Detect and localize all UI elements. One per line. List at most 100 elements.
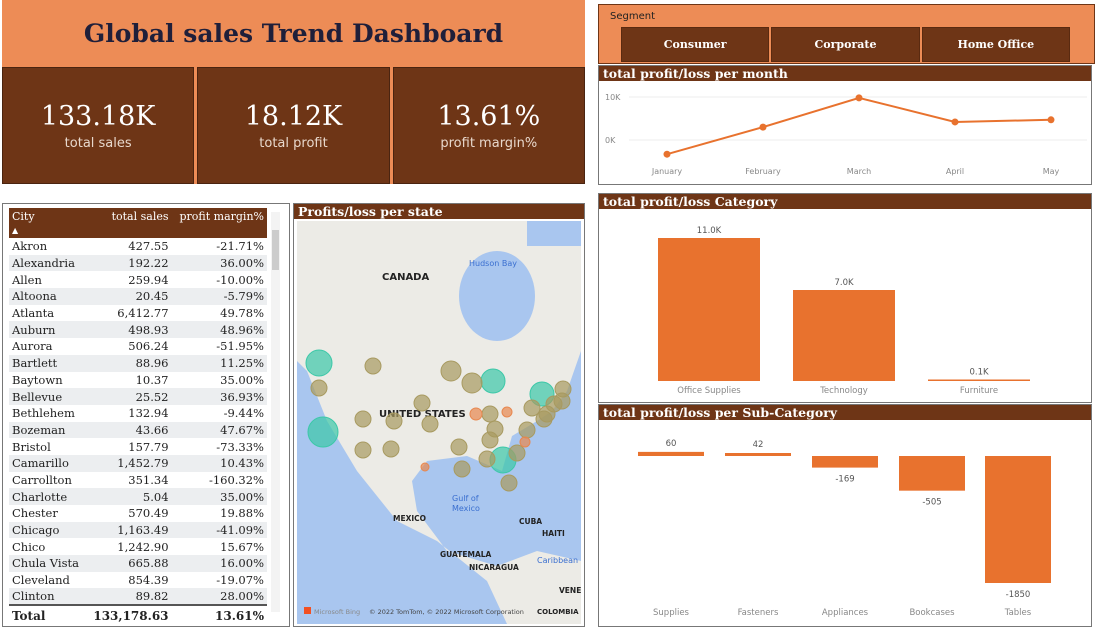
x-tick-label: Fasteners <box>738 608 779 618</box>
table-row[interactable]: Chicago 1,163.49 -41.09% <box>9 521 267 539</box>
segment-home-office-button[interactable]: Home Office <box>921 27 1070 62</box>
kpi-cards: 133.18K total sales 18.12K total profit 13… <box>2 67 585 184</box>
segment-slicer: Segment Consumer Corporate Home Office <box>598 4 1095 64</box>
state-bubble <box>364 357 382 375</box>
segment-corporate-button[interactable]: Corporate <box>771 27 920 62</box>
sales-cell: 88.96 <box>85 354 172 372</box>
state-bubble <box>478 450 496 468</box>
column-header-profit-margin[interactable]: profit margin% <box>171 208 267 238</box>
x-tick-label: Furniture <box>960 386 998 396</box>
svg-text:GUATEMALA: GUATEMALA <box>440 550 492 559</box>
table-row[interactable]: Auburn 498.93 48.96% <box>9 321 267 339</box>
margin-cell: 35.00% <box>171 488 267 505</box>
state-bubble <box>413 394 431 412</box>
table-row[interactable]: Chester 570.49 19.88% <box>9 505 267 522</box>
x-tick-label: Appliances <box>822 608 869 618</box>
table-row[interactable]: Charlotte 5.04 35.00% <box>9 488 267 505</box>
table-row[interactable]: Aurora 506.24 -51.95% <box>9 338 267 355</box>
kpi-label: profit margin% <box>440 135 538 151</box>
chart-title: total profit/loss per Sub-Category <box>599 405 1091 420</box>
table-row[interactable]: Bartlett 88.96 11.25% <box>9 354 267 372</box>
kpi-value: 133.18K <box>40 100 156 132</box>
profit-per-subcategory-chart[interactable]: 60 Supplies 42 Fasteners -169 Appliances -505 B… <box>599 420 1091 626</box>
table-row[interactable]: Camarillo 1,452.79 10.43% <box>9 454 267 472</box>
category-bar <box>658 238 760 381</box>
sales-cell: 157.79 <box>128 439 169 454</box>
kpi-total-sales: 133.18K total sales <box>2 67 195 184</box>
city-cell: Bethlehem <box>12 406 75 421</box>
table-row[interactable]: Bozeman 43.66 47.67% <box>9 421 267 439</box>
scrollbar-thumb[interactable] <box>272 230 279 270</box>
subcategory-bar <box>638 451 704 456</box>
data-point <box>855 94 863 102</box>
x-tick-label: February <box>745 167 781 176</box>
table-row[interactable]: Cleveland 854.39 -19.07% <box>9 572 267 589</box>
table-row[interactable]: Chico 1,242.90 15.67% <box>9 538 267 555</box>
state-profit-map[interactable]: CANADA Hudson Bay UNITED STATES Gulf of … <box>297 221 581 624</box>
sales-cell: 665.88 <box>85 555 172 572</box>
margin-cell: 19.88% <box>220 506 264 521</box>
city-cell: Bristol <box>12 439 51 454</box>
city-table: City ▲ total sales profit margin% Akron 42… <box>2 203 290 627</box>
sales-cell: 89.82 <box>85 588 172 606</box>
margin-cell: -19.07% <box>216 573 264 588</box>
table-row[interactable]: Carrollton 351.34 -160.32% <box>9 472 267 489</box>
table-row[interactable]: Alexandria 192.22 36.00% <box>9 254 267 272</box>
column-header-total-sales[interactable]: total sales <box>85 208 172 238</box>
segment-consumer-button[interactable]: Consumer <box>621 27 770 62</box>
svg-text:Mexico: Mexico <box>452 504 480 513</box>
x-tick-label: Supplies <box>653 608 690 618</box>
x-tick-label: Office Supplies <box>677 386 741 396</box>
sales-cell: 5.04 <box>85 488 172 505</box>
city-cell: Carrollton <box>12 472 72 487</box>
x-tick-label: Bookcases <box>909 608 955 618</box>
data-label: -169 <box>835 475 854 485</box>
data-label: 0.1K <box>969 368 989 378</box>
state-bubble <box>519 436 531 448</box>
sales-cell: 1,163.49 <box>85 521 172 539</box>
bing-logo: Microsoft Bing <box>314 608 360 616</box>
table-row[interactable]: Akron 427.55 -21.71% <box>9 238 267 255</box>
city-cell: Atlanta <box>12 306 55 321</box>
margin-cell: 49.78% <box>220 306 264 321</box>
sales-cell: 498.93 <box>85 321 172 339</box>
svg-text:NICARAGUA: NICARAGUA <box>469 563 519 572</box>
map-panel: Profits/loss per state CANADA Hudson Bay… <box>293 203 585 627</box>
subcategory-bar <box>985 456 1051 583</box>
state-bubble <box>500 474 518 492</box>
table-row[interactable]: Allen 259.94 -10.00% <box>9 271 267 288</box>
sort-ascending-icon: ▲ <box>12 226 19 235</box>
table-row[interactable]: Bristol 157.79 -73.33% <box>9 438 267 455</box>
data-label: -1850 <box>1006 590 1031 600</box>
data-label: 42 <box>753 440 764 450</box>
x-tick-label: April <box>946 167 964 176</box>
profit-per-category-chart[interactable]: 11.0K Office Supplies 7.0K Technology 0.1K Fu… <box>599 209 1091 402</box>
table-row[interactable]: Bethlehem 132.94 -9.44% <box>9 405 267 422</box>
table-row[interactable]: Bellevue 25.52 36.93% <box>9 388 267 405</box>
profit-per-month-chart[interactable]: 10K 0K January February March April May <box>599 81 1091 184</box>
table-row[interactable]: Altoona 20.45 -5.79% <box>9 288 267 305</box>
map-title: Profits/loss per state <box>294 204 584 219</box>
margin-cell: 35.00% <box>220 372 264 387</box>
sales-cell: 570.49 <box>128 506 169 521</box>
svg-text:UNITED STATES: UNITED STATES <box>379 409 466 420</box>
category-bar <box>928 379 1030 381</box>
table-row[interactable]: Atlanta 6,412.77 49.78% <box>9 305 267 322</box>
state-bubble <box>420 462 430 472</box>
kpi-profit-margin: 13.61% profit margin% <box>392 67 585 184</box>
page-title: Global sales Trend Dashboard <box>83 19 504 48</box>
sales-cell: 1,242.90 <box>117 539 169 554</box>
table-row[interactable]: Clinton 89.82 28.00% <box>9 588 267 606</box>
table-scrollbar[interactable] <box>271 212 280 612</box>
table-row[interactable]: Baytown 10.37 35.00% <box>9 372 267 389</box>
state-bubble <box>310 379 328 397</box>
margin-cell: 16.00% <box>171 555 267 572</box>
segment-label: Segment <box>610 11 655 22</box>
margin-cell: 10.43% <box>171 454 267 472</box>
table-row[interactable]: Chula Vista 665.88 16.00% <box>9 555 267 572</box>
margin-cell: 36.93% <box>171 388 267 405</box>
column-header-city[interactable]: City ▲ <box>9 208 86 238</box>
sales-cell: 10.37 <box>135 372 169 387</box>
data-label: -505 <box>922 498 941 508</box>
chart-title: total profit/loss Category <box>599 194 1091 209</box>
